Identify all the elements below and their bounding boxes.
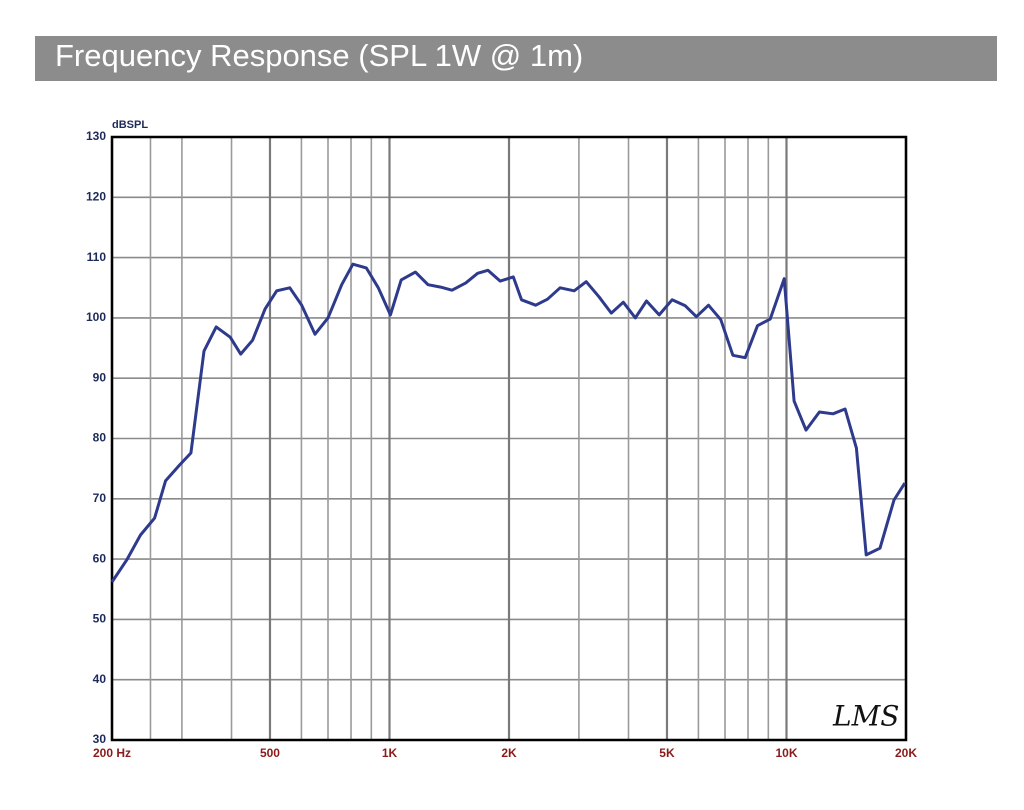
logo: LMS	[832, 700, 899, 733]
x-tick-label: 200 Hz	[93, 746, 131, 760]
x-tick-label: 500	[260, 746, 280, 760]
title-bar	[35, 36, 997, 81]
y-tick-label: 120	[86, 189, 106, 203]
grid: 30 40 50 60 70 80 90 100 110 120 130 200 Hz 500 1K 2K 5…	[86, 129, 917, 760]
y-tick-label: 60	[93, 551, 107, 565]
y-tick-label: 30	[93, 732, 107, 746]
y-tick-label: 70	[93, 491, 107, 505]
y-tick-label: 100	[86, 310, 106, 324]
x-tick-label: 5K	[659, 746, 675, 760]
y-tick-label: 80	[93, 431, 107, 445]
plot	[110, 262, 907, 583]
y-tick-label: 50	[93, 612, 107, 626]
y-tick-label: 40	[93, 672, 107, 686]
x-tick-label: 1K	[382, 746, 398, 760]
response-line	[110, 262, 907, 583]
x-tick-label: 20K	[895, 746, 917, 760]
x-tick-label: 2K	[501, 746, 517, 760]
chart-title: Frequency Response (SPL 1W @ 1m)	[55, 38, 583, 73]
y-tick-label: 90	[93, 370, 107, 384]
y-tick-label: 130	[86, 129, 106, 143]
y-axis-label: dBSPL	[112, 119, 148, 131]
y-tick-label: 110	[87, 250, 107, 264]
x-tick-label: 10K	[775, 746, 797, 760]
plot-border	[110, 135, 908, 742]
